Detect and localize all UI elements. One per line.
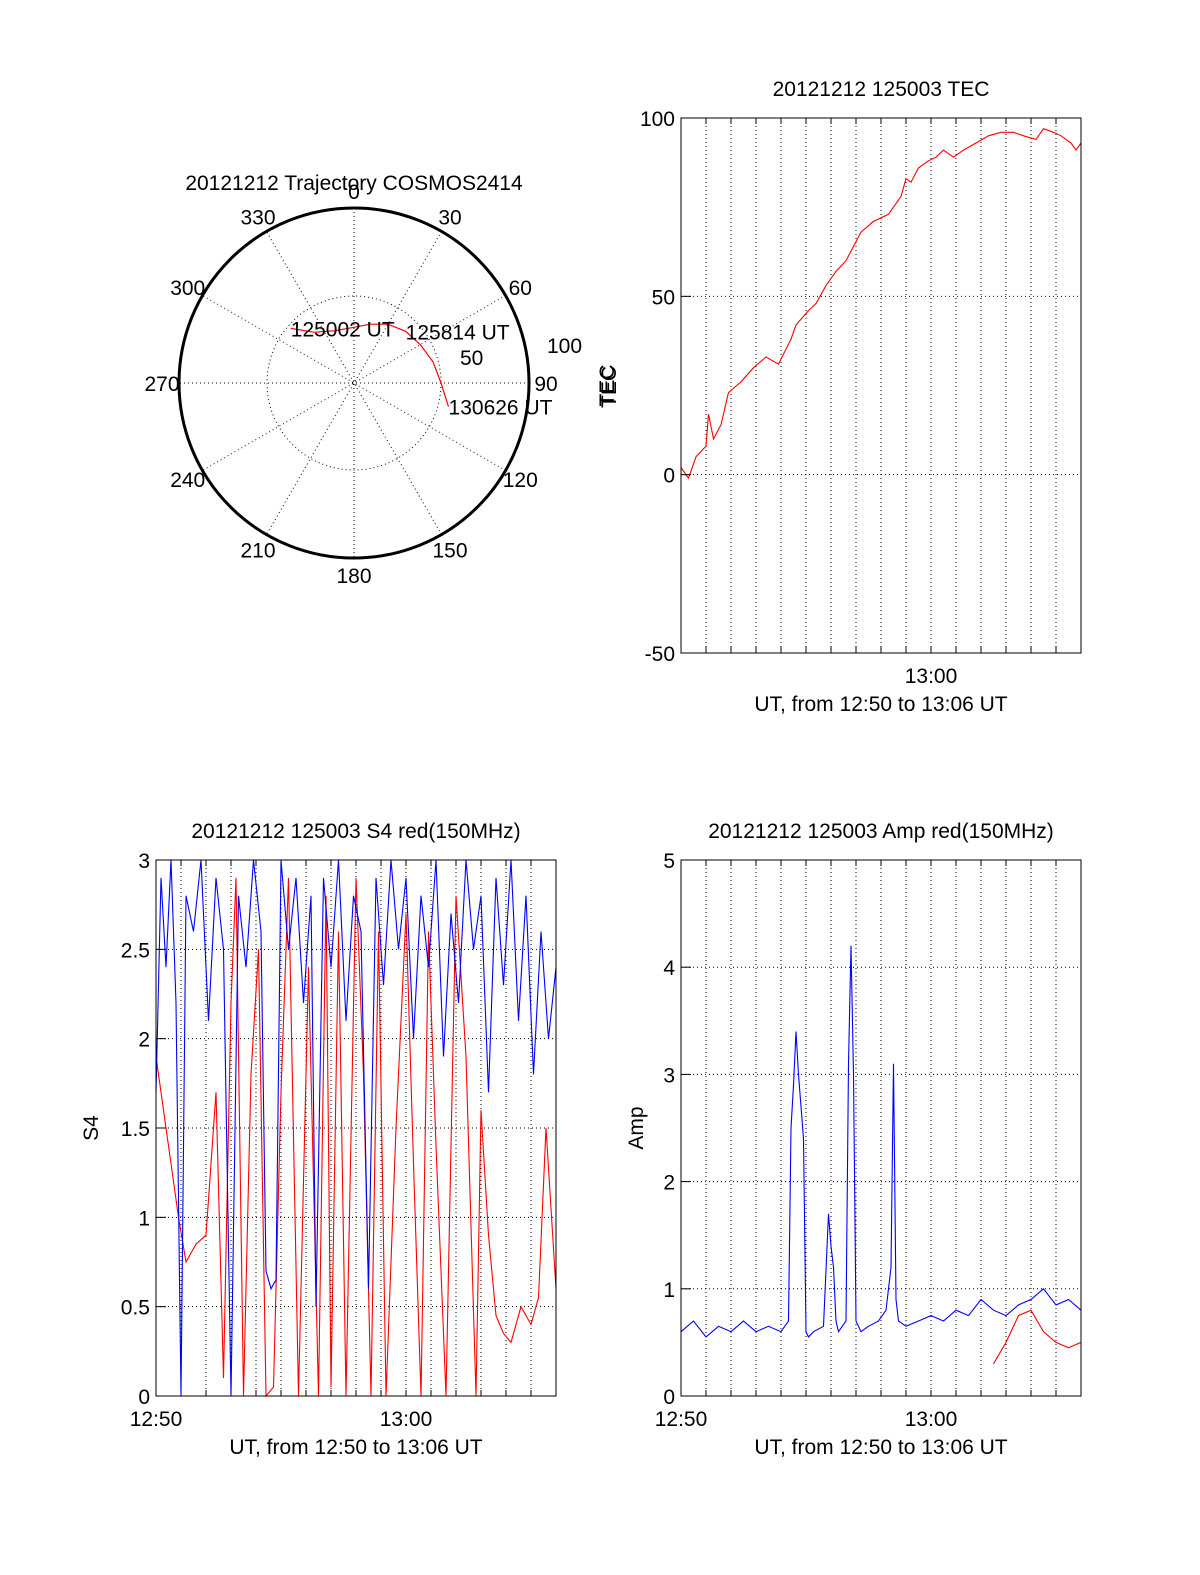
s4-chart: 20121212 125003 S4 red(150MHz) 0 0.5 1 1.5 2 2… — [80, 820, 557, 1459]
series-line — [155, 859, 557, 1397]
azimuth-label: 240 — [170, 469, 205, 492]
y-tick-label: 1.5 — [121, 1118, 150, 1141]
radial-tick-label: 100 — [547, 335, 582, 358]
series-line — [680, 945, 1082, 1338]
y-tick-label: 2 — [138, 1029, 150, 1052]
y-tick-label: 5 — [663, 850, 675, 873]
y-tick-label: 2.5 — [121, 939, 150, 962]
y-tick-label: 1 — [663, 1279, 675, 1302]
tec-chart: 20121212 125003 TEC 100 50 0 -50 13:00 UT, fro… — [596, 78, 1082, 716]
x-tick-label: 12:50 — [655, 1408, 708, 1431]
azimuth-label: 30 — [438, 207, 461, 230]
chart-title: 20121212 125003 TEC — [773, 78, 990, 101]
trajectory-time-label: 130626 UT — [449, 397, 553, 420]
azimuth-label: 300 — [170, 277, 205, 300]
y-tick-label: 100 — [640, 108, 675, 131]
y-tick-label: 0 — [663, 465, 675, 488]
azimuth-label: 60 — [509, 277, 532, 300]
y-tick-label: 2 — [663, 1172, 675, 1195]
x-axis-label: UT, from 12:50 to 13:06 UT — [754, 693, 1007, 716]
chart-title: 20121212 125003 S4 red(150MHz) — [191, 820, 520, 843]
y-tick-label: 1 — [138, 1207, 150, 1230]
azimuth-label: 90 — [534, 373, 557, 396]
y-tick-label: 50 — [652, 286, 675, 309]
plot-frame — [680, 859, 1082, 1397]
y-axis-label: Amp — [625, 1106, 648, 1149]
chart-title: 20121212 Trajectory COSMOS2414 — [185, 172, 523, 195]
azimuth-label: 120 — [503, 469, 538, 492]
series-line — [993, 1309, 1082, 1365]
polar-outer-ring — [177, 206, 531, 560]
y-axis-label: TEC — [596, 365, 619, 407]
y-tick-label: -50 — [645, 643, 675, 666]
azimuth-label: 330 — [240, 207, 275, 230]
azimuth-label: 180 — [336, 565, 371, 588]
radial-tick-label: 50 — [460, 347, 483, 370]
y-tick-label: 0 — [138, 1386, 150, 1409]
chart-title: 20121212 125003 Amp red(150MHz) — [708, 820, 1054, 843]
azimuth-label: 0 — [348, 181, 360, 204]
series-line — [155, 877, 557, 1398]
x-axis-label: UT, from 12:50 to 13:06 UT — [754, 1436, 1007, 1459]
trajectory-line — [290, 323, 450, 407]
y-axis-label: S4 — [80, 1115, 103, 1141]
radial-axis-label: TEC — [598, 366, 621, 408]
series-line — [680, 128, 1082, 480]
x-tick-label: 13:00 — [380, 1408, 433, 1431]
azimuth-label: 270 — [144, 373, 179, 396]
y-tick-label: 4 — [663, 957, 675, 980]
trajectory-time-label: 125002 UT — [291, 318, 395, 341]
y-tick-label: 0 — [663, 1386, 675, 1409]
plot-frame — [680, 117, 1082, 654]
y-tick-label: 3 — [663, 1064, 675, 1087]
y-tick-label: 3 — [138, 850, 150, 873]
y-tick-label: 0.5 — [121, 1297, 150, 1320]
amp-chart: 20121212 125003 Amp red(150MHz) 0 1 2 3 4 5 12:… — [625, 820, 1082, 1459]
x-tick-label: 13:00 — [905, 1408, 958, 1431]
trajectory-time-label: 125814 UT — [406, 321, 510, 344]
x-axis-label: UT, from 12:50 to 13:06 UT — [229, 1436, 482, 1459]
x-tick-label: 13:00 — [905, 665, 958, 688]
azimuth-label: 150 — [432, 539, 467, 562]
x-tick-label: 12:50 — [130, 1408, 183, 1431]
azimuth-label: 210 — [240, 539, 275, 562]
